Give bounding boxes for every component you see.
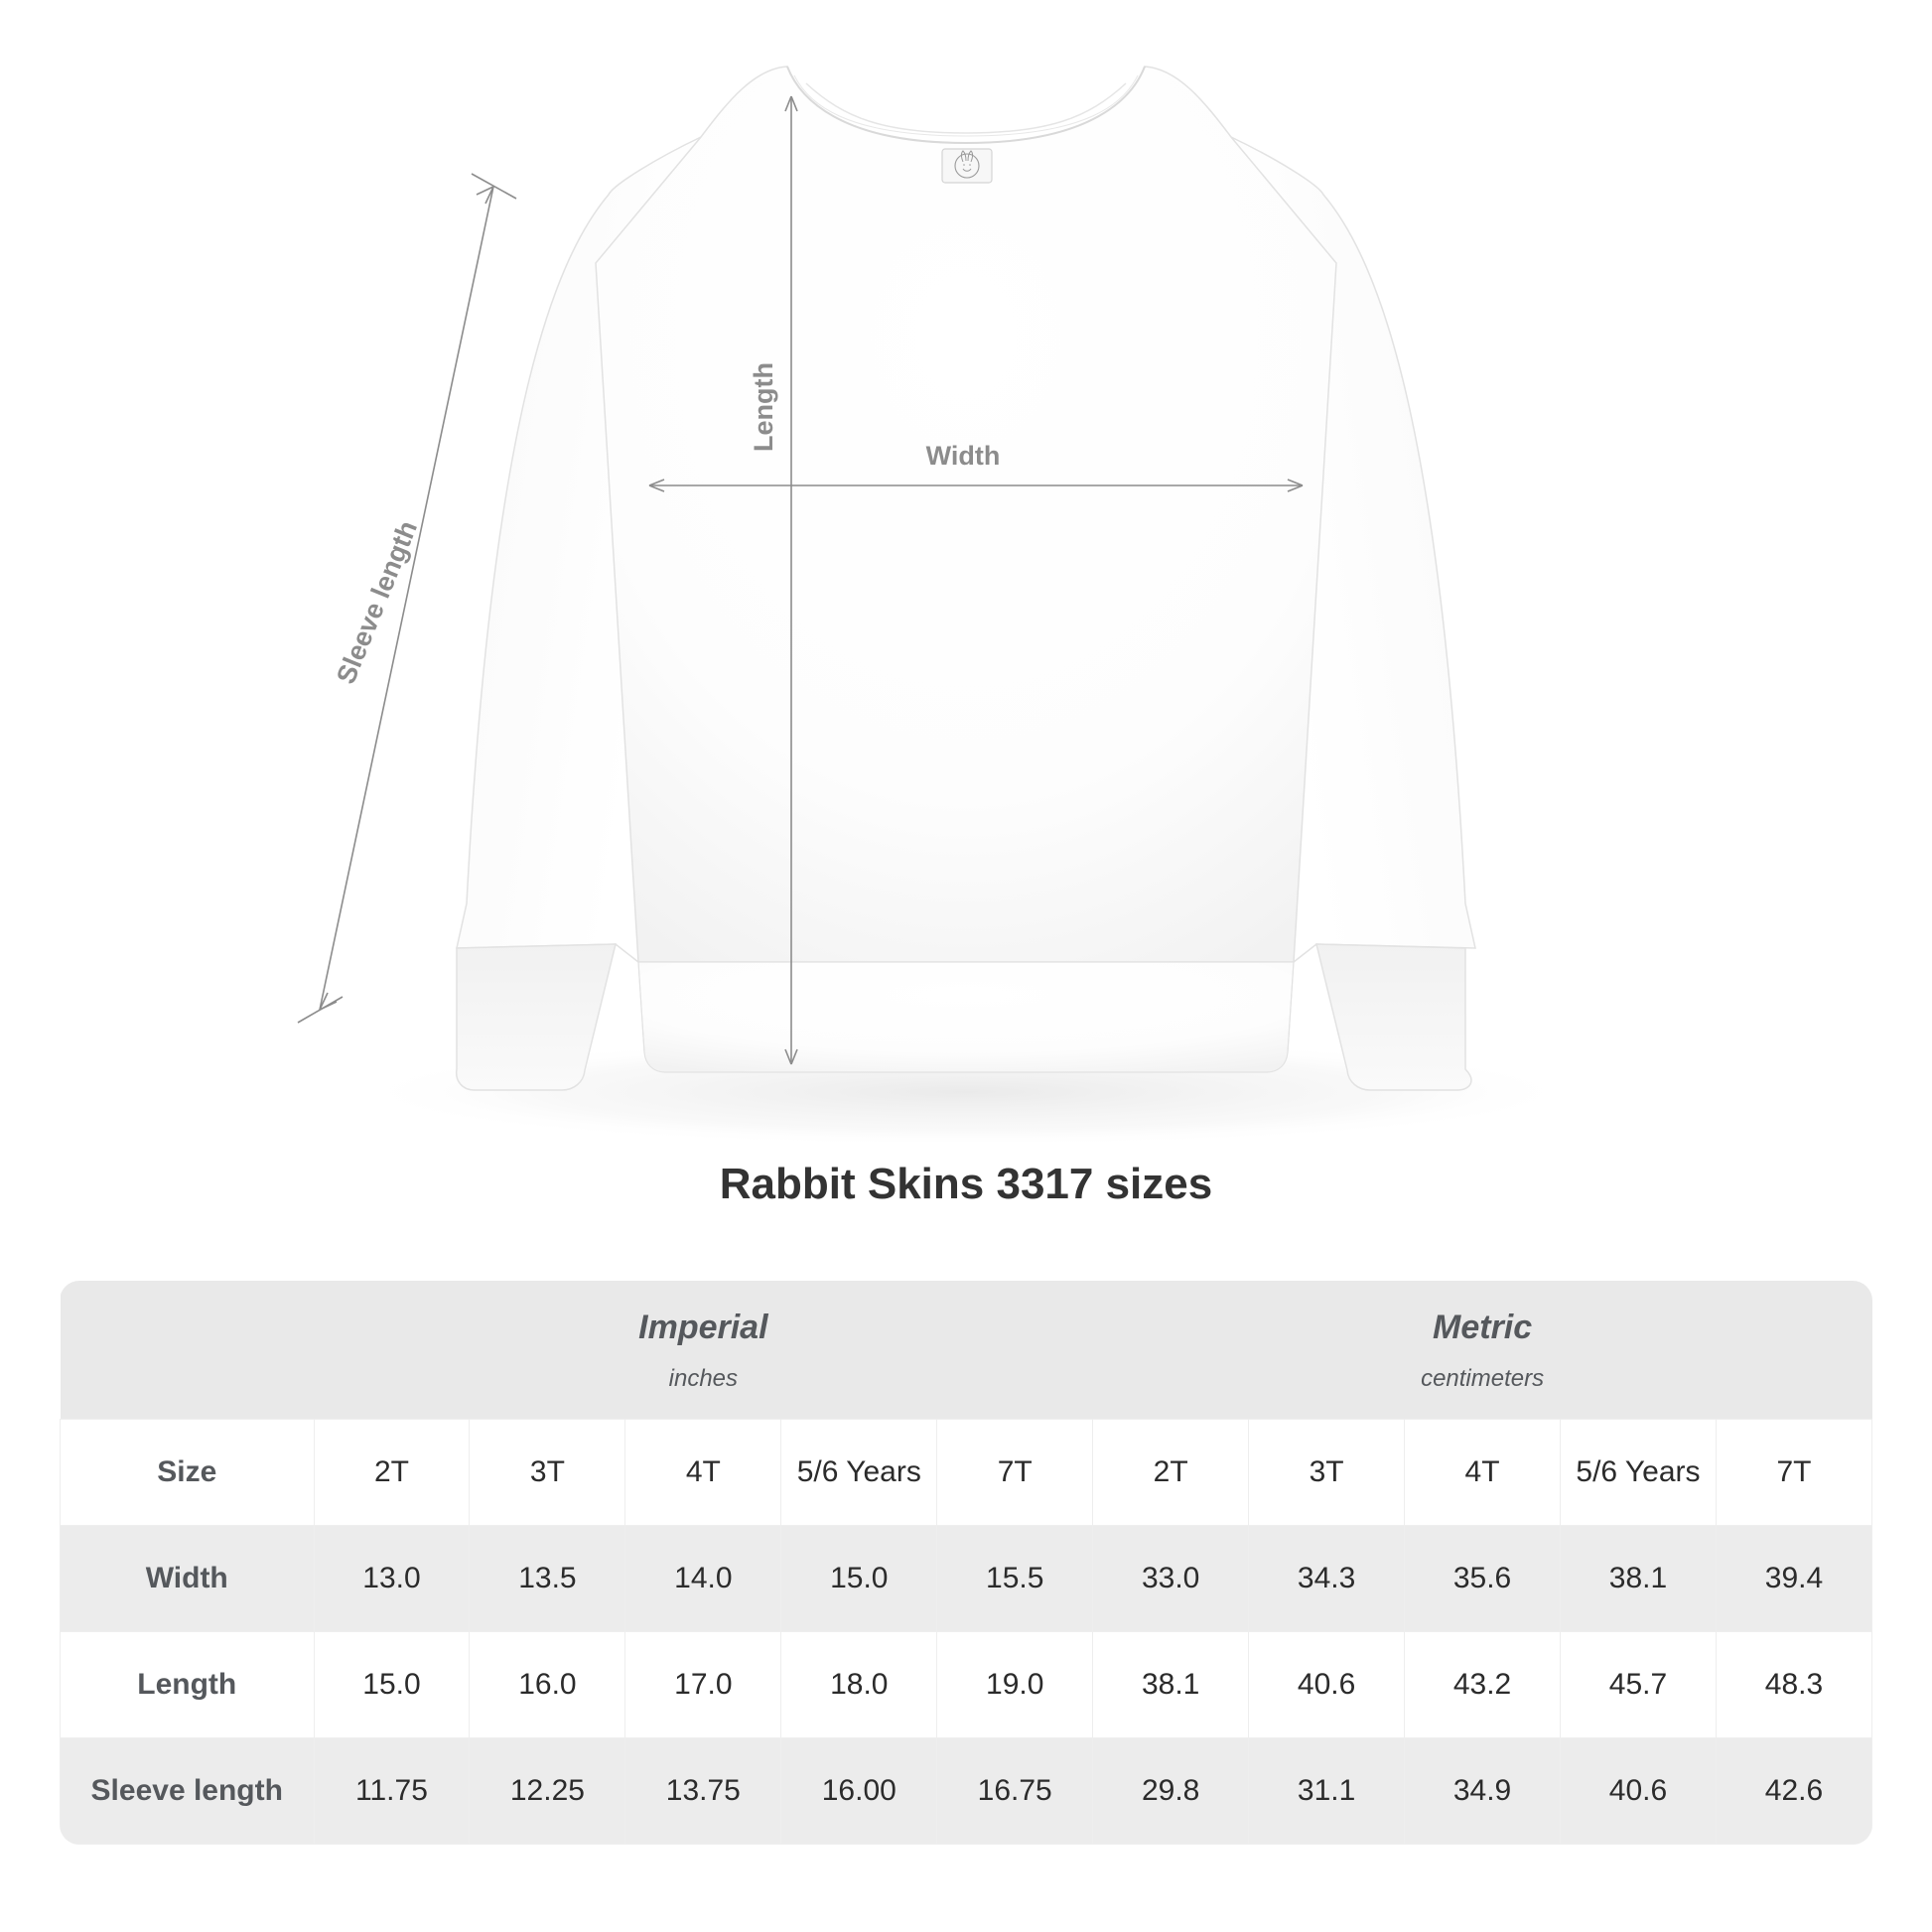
- svg-text:Length: Length: [749, 362, 778, 452]
- svg-text:Sleeve length: Sleeve length: [331, 516, 423, 688]
- svg-text:Width: Width: [926, 441, 1001, 471]
